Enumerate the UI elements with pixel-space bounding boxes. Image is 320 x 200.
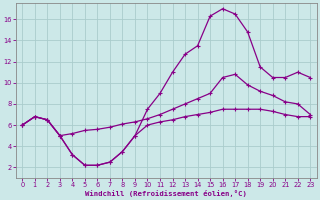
X-axis label: Windchill (Refroidissement éolien,°C): Windchill (Refroidissement éolien,°C)	[85, 190, 247, 197]
